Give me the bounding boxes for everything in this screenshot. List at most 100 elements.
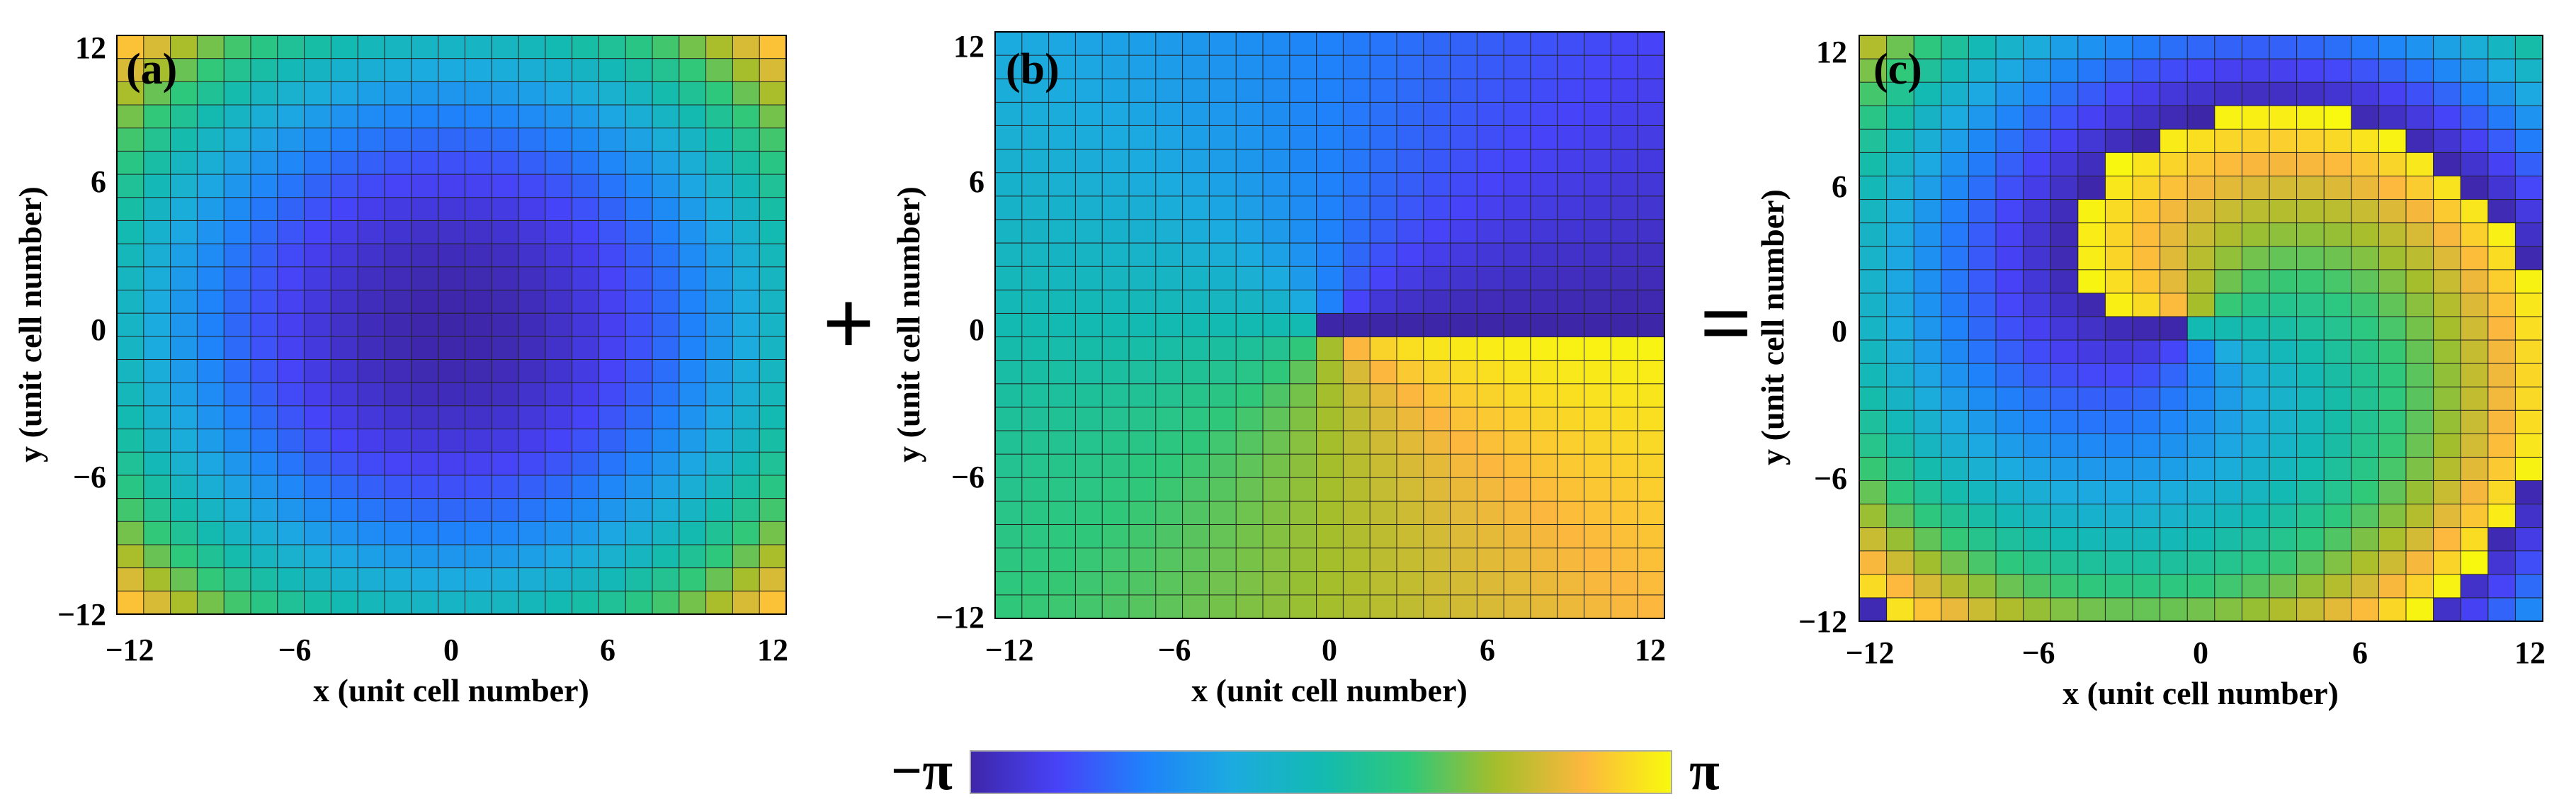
heatmap-cell bbox=[1262, 219, 1290, 244]
heatmap-cell bbox=[438, 81, 466, 106]
heatmap-cell bbox=[1369, 477, 1397, 502]
heatmap-cell bbox=[518, 567, 546, 592]
heatmap-cell bbox=[1182, 524, 1210, 549]
heatmap-cell bbox=[2050, 386, 2079, 412]
heatmap-cell bbox=[1476, 196, 1504, 220]
heatmap-cell bbox=[143, 243, 171, 268]
heatmap-cell bbox=[1584, 477, 1612, 502]
heatmap-cell bbox=[304, 150, 332, 175]
heatmap-cell bbox=[1503, 312, 1531, 338]
heatmap-cell bbox=[1476, 219, 1504, 244]
heatmap-cell bbox=[1155, 125, 1184, 150]
heatmap-cell bbox=[518, 128, 546, 152]
heatmap-cell bbox=[2050, 175, 2079, 200]
heatmap-cell bbox=[2514, 316, 2543, 341]
heatmap-cell bbox=[598, 359, 627, 383]
heatmap-cell bbox=[143, 150, 171, 175]
heatmap-cell bbox=[116, 174, 144, 198]
heatmap-cell bbox=[1941, 339, 1970, 364]
heatmap-cell bbox=[1048, 571, 1077, 596]
heatmap-cell bbox=[2132, 597, 2161, 622]
heatmap-cell bbox=[1182, 149, 1210, 174]
heatmap-cell bbox=[2323, 386, 2352, 412]
heatmap-cell bbox=[1859, 456, 1888, 482]
heatmap-cell bbox=[1128, 548, 1157, 572]
heatmap-cell bbox=[1021, 289, 1050, 315]
heatmap-cell bbox=[2323, 316, 2352, 341]
heatmap-cell bbox=[1208, 383, 1237, 408]
heatmap-cell bbox=[116, 359, 144, 383]
heatmap-cell bbox=[1369, 500, 1397, 526]
heatmap-cell bbox=[572, 197, 600, 222]
heatmap-cell bbox=[250, 243, 278, 268]
heatmap-cell bbox=[491, 220, 519, 244]
heatmap-cell bbox=[652, 405, 680, 430]
heatmap-cell bbox=[2460, 105, 2489, 130]
heatmap-cell bbox=[1048, 266, 1077, 291]
heatmap-cell bbox=[1584, 407, 1612, 431]
heatmap-cell bbox=[1610, 430, 1638, 455]
heatmap-cell bbox=[1128, 172, 1157, 197]
heatmap-cell bbox=[2050, 152, 2079, 177]
heatmap-cell bbox=[2487, 316, 2517, 341]
heatmap-cell bbox=[2514, 293, 2543, 317]
heatmap-cell bbox=[2214, 105, 2243, 130]
heatmap-cell bbox=[2351, 527, 2380, 552]
heatmap-cell bbox=[2077, 504, 2106, 528]
heatmap-cell bbox=[1128, 289, 1157, 315]
heatmap-cell bbox=[116, 336, 144, 361]
heatmap-cell bbox=[1235, 312, 1264, 338]
heatmap-cell bbox=[1262, 360, 1290, 385]
panel-a-xtick: 0 bbox=[443, 633, 459, 667]
heatmap-cell bbox=[572, 405, 600, 430]
heatmap-cell bbox=[679, 35, 707, 60]
heatmap-cell bbox=[2186, 504, 2215, 528]
heatmap-cell bbox=[2077, 246, 2106, 271]
heatmap-cell bbox=[1182, 219, 1210, 244]
heatmap-cell bbox=[2378, 105, 2407, 130]
heatmap-cell bbox=[491, 35, 519, 60]
heatmap-cell bbox=[1450, 430, 1478, 455]
heatmap-cell bbox=[1610, 548, 1638, 572]
heatmap-cell bbox=[2323, 58, 2352, 83]
heatmap-cell bbox=[1557, 360, 1585, 385]
heatmap-cell bbox=[1235, 594, 1264, 619]
heatmap-cell bbox=[1048, 149, 1077, 174]
heatmap-cell bbox=[304, 312, 332, 337]
heatmap-cell bbox=[223, 174, 251, 198]
heatmap-cell bbox=[1235, 101, 1264, 127]
heatmap-cell bbox=[2296, 550, 2325, 575]
heatmap-cell bbox=[1048, 55, 1077, 80]
heatmap-cell bbox=[2050, 574, 2079, 599]
heatmap-cell bbox=[2514, 81, 2543, 107]
heatmap-cell bbox=[572, 220, 600, 244]
heatmap-cell bbox=[384, 405, 412, 430]
heatmap-cell bbox=[625, 289, 653, 314]
heatmap-cell bbox=[1396, 360, 1424, 385]
heatmap-cell bbox=[170, 567, 198, 592]
heatmap-cell bbox=[759, 104, 787, 129]
heatmap-cell bbox=[330, 312, 358, 337]
heatmap-cell bbox=[598, 475, 627, 499]
heatmap-cell bbox=[1995, 128, 2024, 154]
heatmap-cell bbox=[2186, 128, 2215, 154]
heatmap-cell bbox=[2514, 199, 2543, 224]
heatmap-cell bbox=[1128, 477, 1157, 502]
heatmap-cell bbox=[2077, 269, 2106, 294]
heatmap-cell bbox=[277, 359, 305, 383]
heatmap-cell bbox=[1396, 172, 1424, 197]
heatmap-cell bbox=[1289, 149, 1317, 174]
heatmap-cell bbox=[384, 567, 412, 592]
heatmap-cell bbox=[759, 220, 787, 244]
heatmap-cell bbox=[438, 104, 466, 129]
heatmap-cell bbox=[2514, 550, 2543, 575]
heatmap-cell bbox=[196, 382, 225, 407]
heatmap-cell bbox=[2132, 175, 2161, 200]
heatmap-cell bbox=[759, 336, 787, 361]
heatmap-cell bbox=[2132, 574, 2161, 599]
heatmap-cell bbox=[1235, 453, 1264, 479]
heatmap-cell bbox=[625, 567, 653, 592]
heatmap-cell bbox=[438, 382, 466, 407]
heatmap-cell bbox=[2487, 81, 2517, 107]
heatmap-cell bbox=[545, 382, 573, 407]
